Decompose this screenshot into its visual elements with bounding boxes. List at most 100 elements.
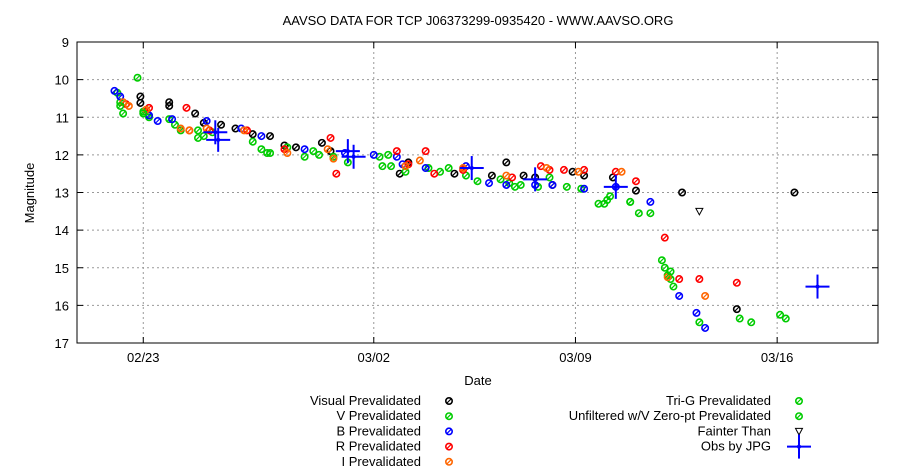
data-point-ring	[545, 173, 554, 182]
data-point-slash	[702, 293, 708, 299]
data-point-slash	[417, 158, 423, 163]
data-point-ring	[657, 256, 666, 265]
data-point-ring	[450, 169, 459, 178]
data-point-slash	[233, 126, 238, 131]
data-point-ring	[646, 197, 655, 206]
data-point	[421, 147, 430, 156]
data-point-slash	[613, 169, 619, 175]
data-point-ring	[701, 291, 710, 300]
data-point-slash	[423, 165, 429, 171]
legend-symbol	[444, 442, 453, 451]
data-point-slash	[112, 88, 117, 94]
data-point-ring	[600, 199, 609, 208]
data-point-ring	[485, 179, 494, 188]
data-point-ring	[248, 130, 257, 139]
data-point	[660, 263, 669, 272]
data-point-ring	[248, 137, 257, 146]
data-point-ring	[257, 145, 266, 154]
data-point	[675, 275, 684, 284]
data-point-slash	[518, 182, 524, 188]
data-point-ring	[217, 120, 226, 129]
data-point-slash	[647, 210, 653, 216]
data-point-dot	[469, 166, 474, 171]
data-point-ring	[747, 318, 756, 327]
data-point	[168, 115, 177, 124]
data-point	[300, 145, 309, 154]
data-point-ring	[415, 156, 424, 165]
legend-symbol-ring	[444, 396, 453, 405]
data-point	[266, 132, 275, 141]
data-point-ring	[776, 310, 785, 319]
series-fainter-than	[695, 207, 704, 216]
data-point-slash	[564, 184, 570, 190]
data-point-slash	[379, 163, 385, 169]
data-point-ring	[119, 109, 128, 118]
data-point-slash	[662, 235, 668, 241]
data-point-slash	[403, 163, 408, 169]
data-point	[384, 150, 393, 159]
data-point	[240, 126, 249, 135]
data-point-slash	[371, 152, 377, 158]
data-point-slash	[146, 112, 152, 118]
data-point	[496, 175, 505, 184]
data-point-slash	[155, 118, 161, 124]
data-point	[401, 162, 410, 171]
data-point-slash	[503, 182, 509, 188]
data-point	[695, 275, 704, 284]
data-point-ring	[559, 165, 568, 174]
data-point-slash	[388, 163, 394, 169]
data-point	[153, 117, 162, 126]
x-tick-label: 03/16	[761, 350, 794, 365]
data-point	[732, 305, 741, 314]
data-point-slash	[135, 75, 140, 81]
y-tick-label: 15	[55, 261, 69, 276]
data-point-slash	[377, 154, 382, 160]
data-point-slash	[192, 111, 198, 116]
data-point-ring	[378, 162, 387, 171]
data-point	[600, 199, 609, 208]
data-point-slash	[581, 173, 587, 178]
data-point-slash	[172, 122, 178, 128]
data-point-ring	[660, 263, 669, 272]
data-point-ring	[392, 147, 401, 156]
legend-symbol	[444, 396, 453, 405]
data-point-slash	[676, 293, 682, 299]
data-point-ring	[631, 177, 640, 186]
data-point-ring	[496, 175, 505, 184]
data-point-ring	[329, 154, 338, 163]
data-point-slash	[498, 176, 503, 182]
data-point-ring	[369, 150, 378, 159]
data-point	[502, 180, 511, 189]
data-point-slash	[694, 310, 699, 316]
data-point-dot	[216, 137, 221, 142]
data-point-slash	[734, 280, 740, 286]
data-point	[732, 278, 741, 287]
data-point-dot	[613, 184, 618, 189]
data-point-slash	[633, 188, 639, 194]
data-point-slash	[319, 140, 325, 146]
data-point	[701, 323, 710, 332]
data-point	[450, 169, 459, 178]
data-point-ring	[124, 101, 133, 110]
data-point-slash	[331, 156, 336, 162]
data-point-ring	[332, 169, 341, 178]
data-point	[776, 310, 785, 319]
data-point-ring	[185, 126, 194, 135]
x-axis-label: Date	[464, 373, 491, 388]
legend-label: B Prevalidated	[336, 423, 421, 438]
y-tick-label: 10	[55, 73, 69, 88]
data-point	[519, 171, 528, 180]
data-point-slash	[267, 133, 273, 139]
data-point	[300, 152, 309, 161]
data-point	[646, 209, 655, 218]
data-point-slash	[333, 171, 339, 177]
data-point-ring	[283, 148, 292, 157]
data-points	[110, 73, 830, 332]
data-point-dot	[345, 149, 350, 154]
legend-symbol-ring	[794, 412, 803, 421]
data-point-ring	[626, 197, 635, 206]
data-point	[657, 256, 666, 265]
data-point-slash	[195, 127, 201, 133]
data-point-slash	[137, 100, 143, 106]
y-axis-label: Magnitude	[22, 163, 37, 224]
